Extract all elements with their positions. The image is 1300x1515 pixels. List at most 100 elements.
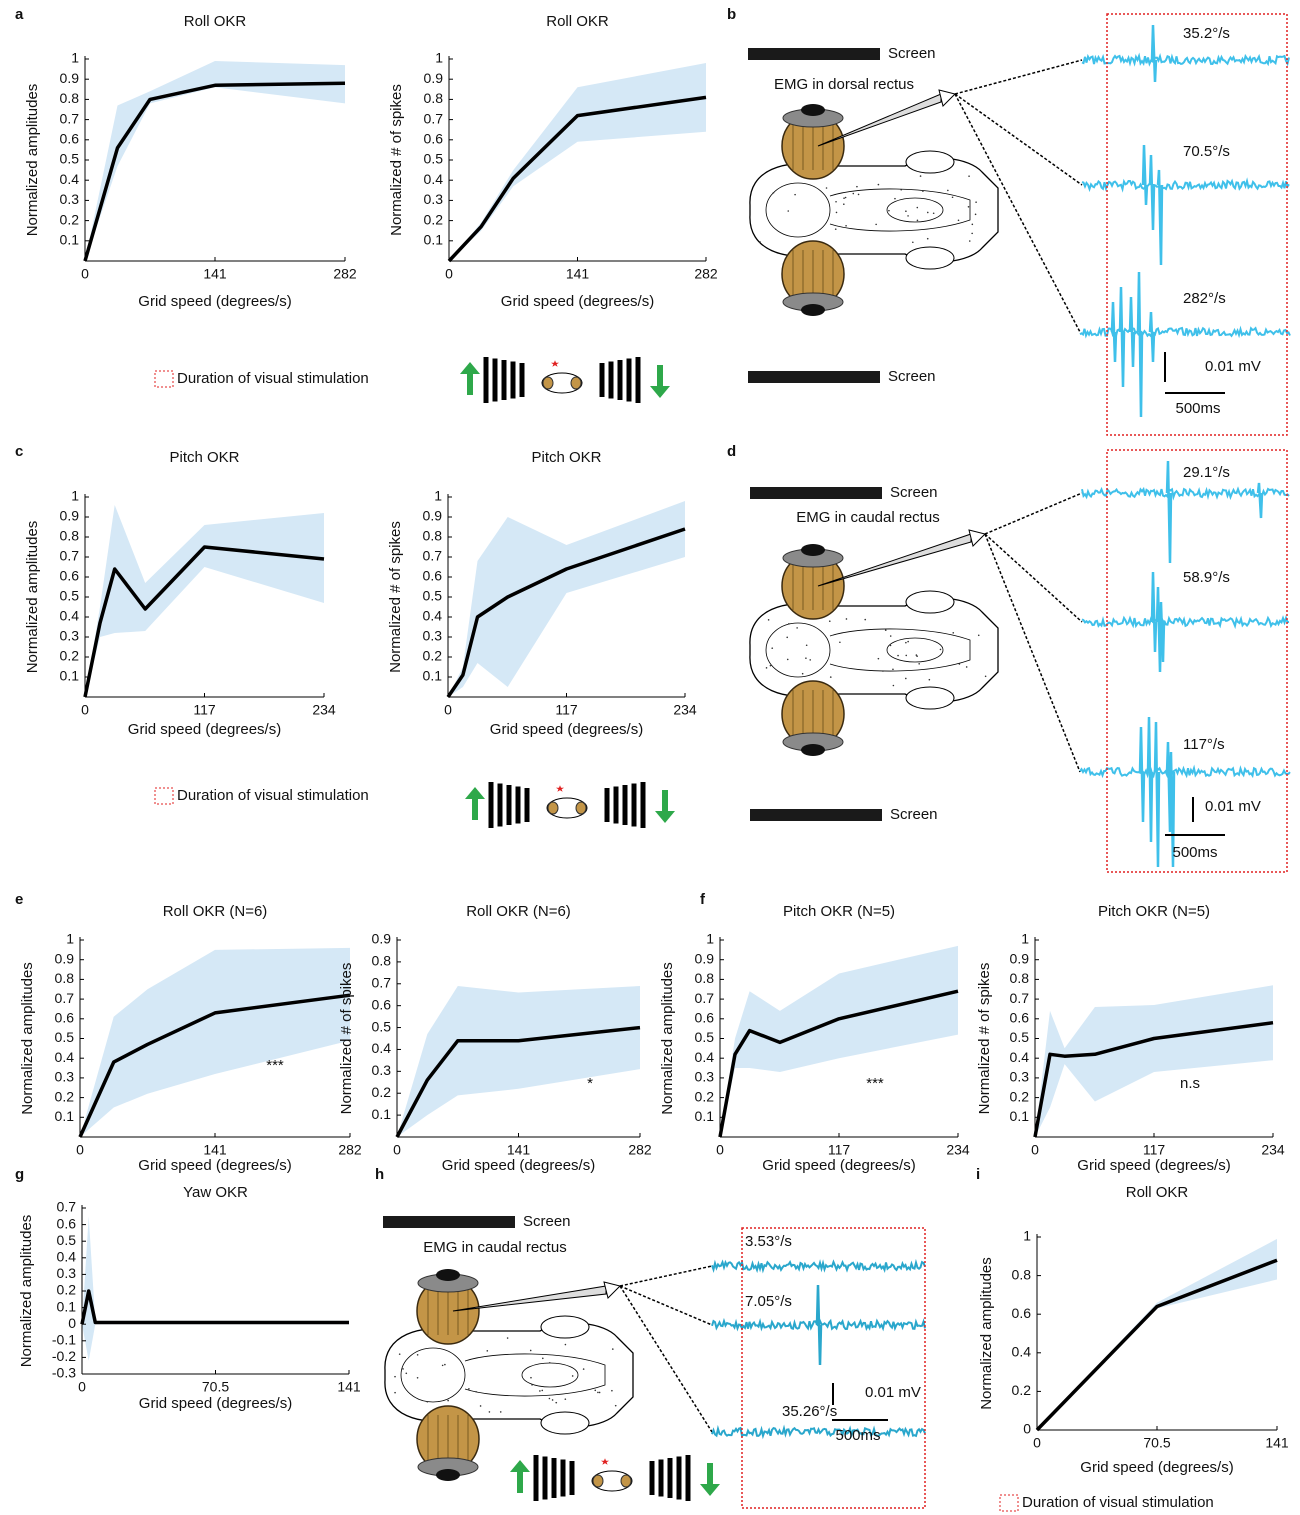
x-tick-label: 282 [333,266,357,282]
y-tick-label: 0.3 [695,1069,715,1085]
y-axis-label: Normalized amplitudes [24,521,41,674]
y-tick-label: 0.6 [424,131,444,147]
speckle [846,618,848,620]
x-tick-label: 141 [1265,1435,1289,1451]
speckle [541,1390,543,1392]
speckle [565,1398,567,1400]
y-tick-label: 0.6 [695,1010,715,1026]
speckle [836,212,838,214]
speckle [486,1350,488,1352]
speckle [612,1348,614,1350]
speckle [417,1377,419,1379]
x-tick-label: 70.5 [1143,1435,1170,1451]
y-tick-label: 0.7 [423,548,443,564]
y-tick-label: 0.5 [60,151,80,167]
speckle [985,675,987,677]
screen-bar [750,809,882,821]
y-tick-label: 0.4 [695,1049,715,1065]
speckle [975,201,977,203]
screen-bar [748,48,880,60]
emg-spike [1152,572,1156,652]
speckle [826,187,828,189]
chart-title: Roll OKR (N=6) [163,903,268,920]
eye-icon [593,1475,603,1487]
speckle [885,629,887,631]
y-tick-label: 0.8 [60,90,80,106]
emg-spike [1258,483,1262,518]
speckle [905,210,907,212]
speckle [583,1368,585,1370]
scale-time: 500ms [835,1427,880,1444]
speckle [615,1405,617,1407]
marker-star [552,361,558,366]
y-tick-label: 0.7 [695,990,715,1006]
marker-star [557,786,563,791]
emg-spike [1167,461,1171,563]
emg-spike [1152,25,1156,82]
scale-time: 500ms [1175,400,1220,417]
x-tick-label: 0 [393,1142,401,1158]
speckle [845,197,847,199]
ear [541,1316,589,1338]
speckle [978,635,980,637]
connector [620,1266,712,1286]
y-tick-label: 0.5 [695,1029,715,1045]
y-axis-label: Normalized # of spikes [976,963,993,1115]
y-tick-label: 0.5 [57,1232,77,1248]
speckle [969,240,971,242]
speckle [917,220,919,222]
y-tick-label: 0.1 [1010,1108,1030,1124]
y-tick-label: 1 [706,931,714,947]
speckle [475,1391,477,1393]
speckle [830,676,832,678]
y-tick-label: 0.4 [372,1040,392,1056]
speckle [907,215,909,217]
y-tick-label: -0.1 [52,1332,76,1348]
emg-spike [1148,717,1152,842]
y-tick-label: 1 [434,488,442,504]
ear [541,1412,589,1434]
y-axis-label: Normalized amplitudes [659,962,676,1115]
emg-trace [1082,56,1289,64]
y-tick-label: 0.4 [1010,1049,1030,1065]
error-band [1035,985,1273,1137]
speckle [905,655,907,657]
x-tick-label: 141 [507,1142,531,1158]
y-tick-label: -0.3 [52,1365,76,1381]
x-axis-label: Grid speed (degrees/s) [442,1157,595,1174]
speckle [480,1405,482,1407]
speckle [892,669,894,671]
y-tick-label: 0.7 [372,974,392,990]
speckle [468,1388,470,1390]
y-tick-label: -0.2 [52,1348,76,1364]
speckle [959,663,961,665]
y-tick-label: 0.4 [423,608,443,624]
speckle [787,659,789,661]
emg-spike [1155,722,1159,867]
eye-icon [543,377,553,389]
screen-bar [748,371,880,383]
emg-spike [1143,145,1147,205]
emg-trace [1082,618,1289,626]
scale-voltage: 0.01 mV [1205,798,1261,815]
speckle [594,1390,596,1392]
x-tick-label: 282 [628,1142,652,1158]
speckle [952,196,954,198]
y-axis-label: Normalized amplitudes [19,962,36,1115]
y-tick-label: 0.2 [424,211,444,227]
emg-trace [1082,181,1289,189]
y-tick-label: 0.9 [695,950,715,966]
speckle [489,1411,491,1413]
speckle [916,654,918,656]
speckle [829,620,831,622]
y-tick-label: 0.3 [423,628,443,644]
y-tick-label: 0.5 [372,1018,392,1034]
x-tick-label: 282 [338,1142,362,1158]
y-tick-label: 0.9 [60,70,80,86]
speckle [768,619,770,621]
speckle [565,1344,567,1346]
y-tick-label: 0.2 [695,1088,715,1104]
x-tick-label: 234 [1261,1142,1285,1158]
speckle [905,642,907,644]
y-tick-label: 0.8 [1010,970,1030,986]
